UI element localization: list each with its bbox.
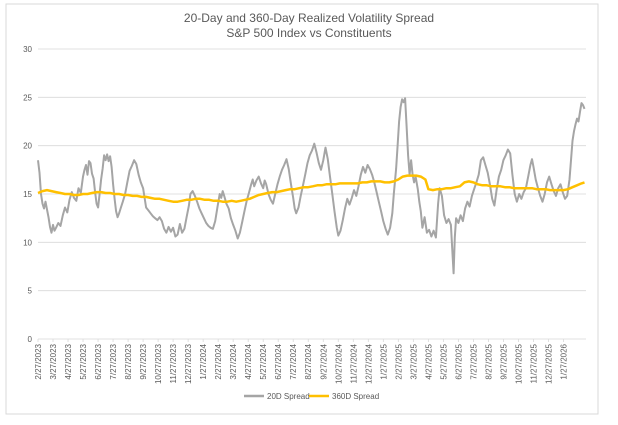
x-tick-label-19: 9/27/2024: [319, 343, 328, 379]
x-tick-label-29: 7/27/2025: [469, 343, 478, 379]
y-tick-label-5: 5: [28, 287, 33, 296]
y-tick-label-20: 20: [23, 142, 32, 151]
y-tick-label-25: 25: [23, 93, 32, 102]
legend-label-20d: 20D Spread: [267, 392, 310, 401]
x-tick-label-23: 1/27/2025: [379, 343, 388, 379]
x-tick-label-34: 12/27/2025: [544, 343, 553, 384]
legend-label-360d: 360D Spread: [332, 392, 379, 401]
x-tick-label-3: 5/27/2023: [79, 343, 88, 379]
x-tick-label-15: 5/27/2024: [259, 343, 268, 379]
x-tick-label-11: 1/27/2024: [199, 343, 208, 379]
x-tick-label-32: 10/27/2025: [514, 343, 523, 384]
x-tick-label-35: 1/27/2026: [559, 343, 568, 379]
x-tick-label-21: 11/27/2024: [349, 343, 358, 383]
y-tick-label-0: 0: [28, 335, 33, 344]
y-tick-label-15: 15: [23, 190, 32, 199]
x-tick-label-25: 3/27/2025: [409, 343, 418, 379]
x-tick-label-1: 3/27/2023: [49, 343, 58, 379]
x-tick-label-0: 2/27/2023: [34, 343, 43, 379]
x-tick-label-5: 7/27/2023: [109, 343, 118, 379]
y-axis-ticks: 0 5 10 15 20 25 30: [23, 45, 32, 344]
x-tick-label-13: 3/27/2024: [229, 343, 238, 379]
series-line-360d-spread: [37, 174, 585, 203]
x-tick-label-20: 10/27/2024: [334, 343, 343, 384]
x-tick-label-24: 2/27/2025: [394, 343, 403, 379]
x-tick-label-14: 4/27/2024: [244, 343, 253, 379]
chart-subtitle: S&P 500 Index vs Constituents: [226, 26, 391, 40]
x-tick-label-18: 8/27/2024: [304, 343, 313, 379]
x-tick-label-16: 6/27/2024: [274, 343, 283, 379]
x-tick-label-27: 5/27/2025: [439, 343, 448, 379]
x-tick-label-6: 8/27/2023: [124, 343, 133, 379]
series-lines: [37, 97, 586, 275]
y-tick-label-30: 30: [23, 45, 32, 54]
x-tick-label-7: 9/27/2023: [139, 343, 148, 379]
x-tick-label-22: 12/27/2024: [364, 343, 373, 384]
series-line-20d-spread: [37, 97, 586, 275]
x-tick-label-26: 4/27/2025: [424, 343, 433, 379]
y-tick-label-10: 10: [23, 238, 32, 247]
x-tick-label-2: 4/27/2023: [64, 343, 73, 379]
x-tick-label-9: 11/27/2023: [169, 343, 178, 383]
x-tick-label-10: 12/27/2023: [184, 343, 193, 384]
legend: 20D Spread 360D Spread: [244, 392, 379, 401]
x-tick-label-17: 7/27/2024: [289, 343, 298, 379]
x-tick-label-31: 9/27/2025: [499, 343, 508, 379]
x-tick-label-4: 6/27/2023: [94, 343, 103, 379]
chart-frame: [5, 3, 599, 415]
x-tick-label-30: 8/27/2025: [484, 343, 493, 379]
x-tick-label-33: 11/27/2025: [529, 343, 538, 383]
x-axis-ticks: 2/27/2023 3/27/2023 4/27/2023 5/27/2023 6/27…: [34, 339, 568, 384]
x-tick-label-28: 6/27/2025: [454, 343, 463, 379]
chart-title: 20-Day and 360-Day Realized Volatility S…: [184, 11, 434, 25]
x-tick-label-8: 10/27/2023: [154, 343, 163, 384]
gridlines: [38, 48, 586, 340]
x-tick-label-12: 2/27/2024: [214, 343, 223, 379]
